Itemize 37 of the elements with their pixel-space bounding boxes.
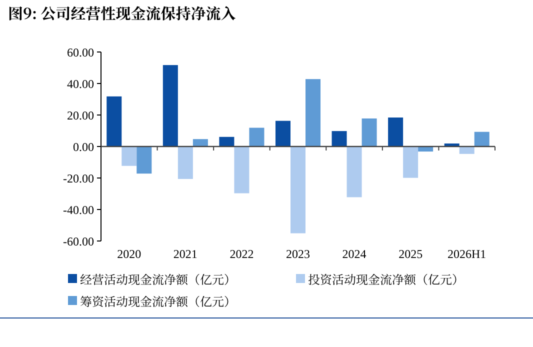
y-tick-label: -40.00	[63, 203, 94, 217]
bar	[234, 146, 250, 194]
chart-title: 图9: 公司经营性现金流保持净流入	[8, 3, 236, 24]
y-tick-label: -60.00	[63, 234, 94, 248]
x-tick-label: 2025	[398, 247, 423, 261]
legend-label: 经营活动现金流净额（亿元）	[80, 271, 236, 288]
bar	[106, 96, 122, 146]
x-tick-label: 2021	[173, 247, 198, 261]
bar	[136, 146, 152, 174]
x-tick-label: 2026H1	[448, 247, 486, 261]
y-tick-label: -20.00	[63, 172, 94, 186]
x-tick-label: 2024	[342, 247, 366, 261]
bar	[192, 139, 208, 146]
y-tick-label: 60.00	[67, 46, 94, 60]
x-tick-label: 2020	[117, 247, 142, 261]
bar	[346, 146, 362, 198]
bar	[122, 146, 137, 166]
bar	[178, 146, 193, 179]
x-tick-label: 2022	[230, 247, 254, 261]
bar	[249, 128, 264, 146]
bar	[290, 146, 306, 234]
bar	[219, 136, 234, 146]
bar	[474, 132, 490, 146]
bar	[275, 120, 290, 146]
bar	[162, 65, 178, 146]
bar	[306, 79, 321, 146]
y-tick-label: 0.00	[73, 140, 94, 154]
y-tick-label: 20.00	[67, 108, 94, 122]
legend-label: 投资活动现金流净额（亿元）	[308, 271, 464, 288]
bar	[332, 131, 347, 146]
legend-label: 筹资活动现金流净额（亿元）	[80, 293, 236, 310]
x-tick-label: 2023	[286, 247, 310, 261]
bar	[362, 118, 377, 146]
bar	[459, 146, 474, 154]
y-tick-label: 40.00	[67, 77, 94, 91]
bar	[403, 146, 418, 178]
bar	[388, 118, 404, 146]
